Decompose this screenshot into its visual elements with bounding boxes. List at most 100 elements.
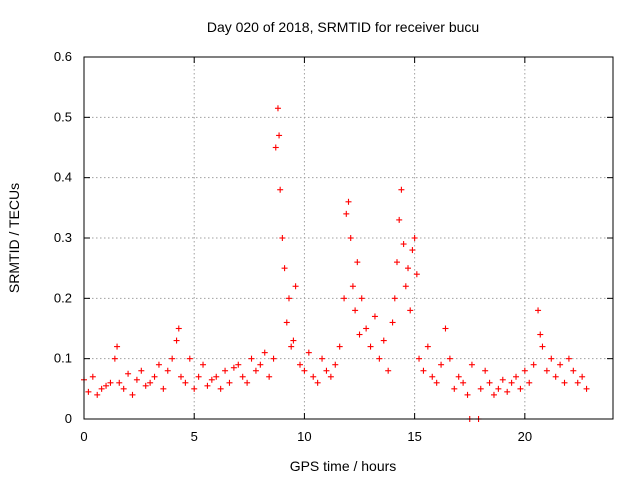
data-point xyxy=(416,355,423,362)
data-point xyxy=(169,355,176,362)
data-point xyxy=(561,379,568,386)
data-point xyxy=(517,385,524,392)
data-point xyxy=(327,373,334,380)
data-point xyxy=(195,373,202,380)
data-point xyxy=(371,313,378,320)
data-point xyxy=(336,343,343,350)
data-point xyxy=(281,265,288,272)
data-point xyxy=(442,325,449,332)
x-axis-title: GPS time / hours xyxy=(290,458,397,474)
data-point xyxy=(537,331,544,338)
data-point xyxy=(420,367,427,374)
data-point xyxy=(94,391,101,398)
data-point xyxy=(407,307,414,314)
data-point xyxy=(409,247,416,254)
data-point xyxy=(147,379,154,386)
data-point xyxy=(244,379,251,386)
data-point xyxy=(177,373,184,380)
data-point xyxy=(129,391,136,398)
data-point xyxy=(354,259,361,266)
data-point xyxy=(235,361,242,368)
x-tick-label: 15 xyxy=(407,429,421,444)
x-tick-label: 5 xyxy=(191,429,198,444)
data-point xyxy=(343,210,350,217)
data-point xyxy=(332,361,339,368)
y-tick-label: 0.2 xyxy=(54,290,72,305)
data-point xyxy=(213,373,220,380)
y-tick-label: 0 xyxy=(65,411,72,426)
data-point xyxy=(468,361,475,368)
data-point xyxy=(257,361,264,368)
data-point xyxy=(486,379,493,386)
data-point xyxy=(252,367,259,374)
data-point xyxy=(133,376,140,383)
data-point xyxy=(323,367,330,374)
data-point xyxy=(451,385,458,392)
data-point xyxy=(356,331,363,338)
data-point xyxy=(433,379,440,386)
data-point xyxy=(138,367,145,374)
data-point xyxy=(111,355,118,362)
data-point xyxy=(521,367,528,374)
y-tick-label: 0.3 xyxy=(54,230,72,245)
points-layer xyxy=(81,105,590,422)
data-point xyxy=(292,283,299,290)
data-point xyxy=(98,385,105,392)
data-point xyxy=(583,385,590,392)
data-point xyxy=(347,235,354,241)
data-point xyxy=(248,355,255,362)
x-tick-label: 0 xyxy=(80,429,87,444)
y-tick-label: 0.5 xyxy=(54,109,72,124)
data-point xyxy=(173,337,180,344)
data-point xyxy=(175,325,182,332)
data-point xyxy=(539,343,546,350)
data-point xyxy=(155,361,162,368)
data-point xyxy=(297,361,304,368)
data-point xyxy=(290,337,297,344)
data-point xyxy=(125,370,132,377)
data-point xyxy=(164,367,171,374)
data-point xyxy=(455,373,462,380)
data-point xyxy=(314,379,321,386)
data-point xyxy=(380,337,387,344)
data-point xyxy=(272,144,279,151)
data-point xyxy=(504,388,511,395)
y-tick-label: 0.4 xyxy=(54,170,72,185)
data-point xyxy=(389,319,396,326)
data-point xyxy=(499,376,506,383)
data-point xyxy=(367,343,374,350)
data-point xyxy=(182,379,189,386)
data-point xyxy=(391,295,398,302)
data-point xyxy=(429,373,436,380)
data-point xyxy=(438,361,445,368)
data-point xyxy=(460,379,467,386)
data-point xyxy=(285,295,292,302)
x-tick-label: 20 xyxy=(518,429,532,444)
data-point xyxy=(543,367,550,374)
data-point xyxy=(565,355,572,362)
data-point xyxy=(266,373,273,380)
data-point xyxy=(277,186,284,193)
data-point xyxy=(288,343,295,350)
data-point xyxy=(570,367,577,374)
data-point xyxy=(230,364,237,371)
y-axis-title: SRMTID / TECUs xyxy=(6,183,22,293)
data-point xyxy=(283,319,290,326)
data-point xyxy=(411,235,418,241)
data-point xyxy=(400,241,407,248)
x-tick-label: 10 xyxy=(297,429,311,444)
data-point xyxy=(239,373,246,380)
data-point xyxy=(424,343,431,350)
data-point xyxy=(535,307,542,314)
data-point xyxy=(402,283,409,290)
data-point xyxy=(226,379,233,386)
data-point xyxy=(191,385,198,392)
data-point xyxy=(270,355,277,362)
data-point xyxy=(363,325,370,332)
data-point xyxy=(513,373,520,380)
data-point xyxy=(319,355,326,362)
data-point xyxy=(405,265,412,272)
data-point xyxy=(398,186,405,193)
